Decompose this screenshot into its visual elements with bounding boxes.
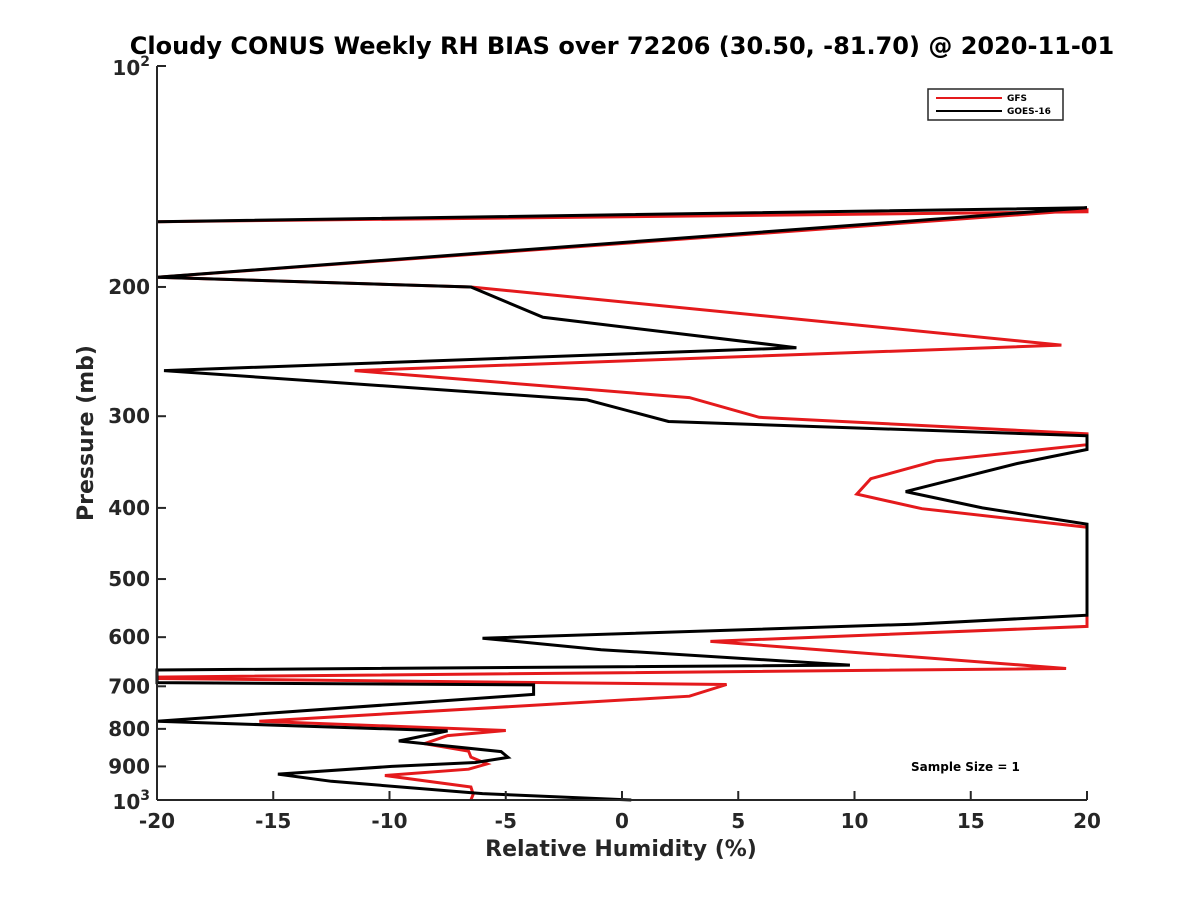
chart-title: Cloudy CONUS Weekly RH BIAS over 72206 (… <box>130 32 1114 60</box>
y-axis-ticks: 200 300 400 500 600 700 800 900 <box>108 65 166 801</box>
series-line-goes16 <box>155 206 1089 802</box>
y-axis-label: Pressure (mb) <box>74 345 99 521</box>
x-axis-ticks: -20 -15 -10 -5 0 5 10 15 20 <box>139 791 1101 833</box>
x-tick-label: 0 <box>615 809 629 833</box>
y-tick-label: 500 <box>108 567 150 591</box>
x-axis-label: Relative Humidity (%) <box>485 837 757 862</box>
x-tick-label: -15 <box>255 809 291 833</box>
legend-box <box>927 88 1064 121</box>
legend-label-goes16: GOES-16 <box>1007 107 1051 117</box>
x-tick-label: 5 <box>731 809 745 833</box>
x-tick-label: -5 <box>495 809 517 833</box>
x-tick-label: 15 <box>957 809 985 833</box>
y-tick-label: 600 <box>108 625 150 649</box>
y-tick-label: 900 <box>108 754 150 778</box>
y-tick-label: 200 <box>108 275 150 299</box>
y-tick-bottom-base: 10 <box>112 790 140 814</box>
legend: GFS GOES-16 <box>927 88 1064 121</box>
sample-size-annotation: Sample Size = 1 <box>911 760 1020 774</box>
x-tick-label: -10 <box>371 809 407 833</box>
y-tick-top-exp: 2 <box>140 54 150 70</box>
y-tick-label: 700 <box>108 674 150 698</box>
y-tick-label-top: 102 <box>112 54 150 80</box>
x-tick-label: 10 <box>841 809 869 833</box>
y-tick-label-bottom: 103 <box>112 788 150 814</box>
y-tick-label: 800 <box>108 717 150 741</box>
x-tick-label: 20 <box>1073 809 1101 833</box>
y-tick-label: 400 <box>108 496 150 520</box>
series-lines <box>155 206 1089 802</box>
x-tick-label: -20 <box>139 809 175 833</box>
y-tick-label: 300 <box>108 404 150 428</box>
y-tick-top-base: 10 <box>112 56 140 80</box>
series-line-gfs <box>155 208 1089 801</box>
legend-label-gfs: GFS <box>1007 94 1027 104</box>
y-tick-bottom-exp: 3 <box>140 788 150 804</box>
